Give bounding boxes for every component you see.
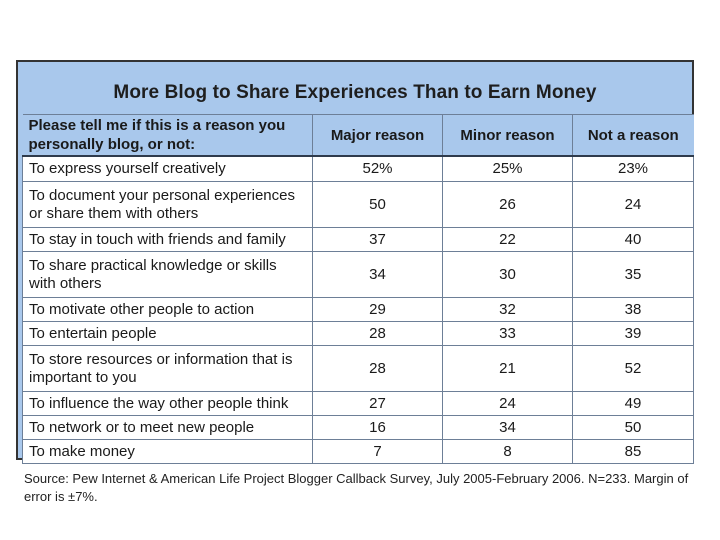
cell-not: 85	[572, 439, 694, 464]
cell-minor: 24	[442, 391, 573, 416]
table-row: To influence the way other people think …	[22, 391, 694, 416]
cell-minor: 8	[442, 439, 573, 464]
cell-not: 38	[572, 297, 694, 322]
cell-not: 50	[572, 415, 694, 440]
table-row: To share practical knowledge or skills w…	[22, 251, 694, 298]
header-row: Please tell me if this is a reason you p…	[22, 114, 694, 157]
row-label: To stay in touch with friends and family	[22, 227, 313, 252]
cell-major: 27	[312, 391, 443, 416]
table-row: To motivate other people to action 29 32…	[22, 297, 694, 322]
cell-not: 35	[572, 251, 694, 298]
cell-minor: 26	[442, 181, 573, 228]
cell-minor: 32	[442, 297, 573, 322]
table-row: To make money 7 8 85	[22, 439, 694, 464]
cell-minor: 34	[442, 415, 573, 440]
table-row: To store resources or information that i…	[22, 345, 694, 392]
cell-major: 28	[312, 321, 443, 346]
row-label: To document your personal experiences or…	[22, 181, 313, 228]
row-label: To share practical knowledge or skills w…	[22, 251, 313, 298]
table-row: To stay in touch with friends and family…	[22, 227, 694, 252]
cell-major: 7	[312, 439, 443, 464]
cell-not: 52	[572, 345, 694, 392]
cell-minor: 21	[442, 345, 573, 392]
row-label: To entertain people	[22, 321, 313, 346]
cell-major: 37	[312, 227, 443, 252]
cell-major: 50	[312, 181, 443, 228]
cell-minor: 33	[442, 321, 573, 346]
cell-minor: 22	[442, 227, 573, 252]
row-label: To express yourself creatively	[22, 155, 313, 182]
row-label: To network or to meet new people	[22, 415, 313, 440]
column-header-minor: Minor reason	[442, 114, 573, 157]
row-label: To store resources or information that i…	[22, 345, 313, 392]
cell-major: 52%	[312, 155, 443, 182]
source-note: Source: Pew Internet & American Life Pro…	[24, 471, 689, 504]
table-row: To express yourself creatively 52% 25% 2…	[22, 155, 694, 182]
cell-not: 40	[572, 227, 694, 252]
row-label: To make money	[22, 439, 313, 464]
cell-not: 49	[572, 391, 694, 416]
survey-table: Please tell me if this is a reason you p…	[22, 114, 694, 464]
cell-not: 24	[572, 181, 694, 228]
survey-table-frame: More Blog to Share Experiences Than to E…	[16, 60, 694, 464]
cell-major: 16	[312, 415, 443, 440]
cell-major: 28	[312, 345, 443, 392]
cell-major: 29	[312, 297, 443, 322]
row-label: To influence the way other people think	[22, 391, 313, 416]
cell-not: 23%	[572, 155, 694, 182]
question-header: Please tell me if this is a reason you p…	[22, 114, 313, 157]
table-row: To network or to meet new people 16 34 5…	[22, 415, 694, 440]
column-header-not: Not a reason	[572, 114, 694, 157]
column-header-major: Major reason	[312, 114, 443, 157]
table-row: To document your personal experiences or…	[22, 181, 694, 228]
cell-minor: 25%	[442, 155, 573, 182]
chart-title: More Blog to Share Experiences Than to E…	[113, 82, 597, 103]
cell-not: 39	[572, 321, 694, 346]
cell-minor: 30	[442, 251, 573, 298]
row-label: To motivate other people to action	[22, 297, 313, 322]
table-row: To entertain people 28 33 39	[22, 321, 694, 346]
cell-major: 34	[312, 251, 443, 298]
